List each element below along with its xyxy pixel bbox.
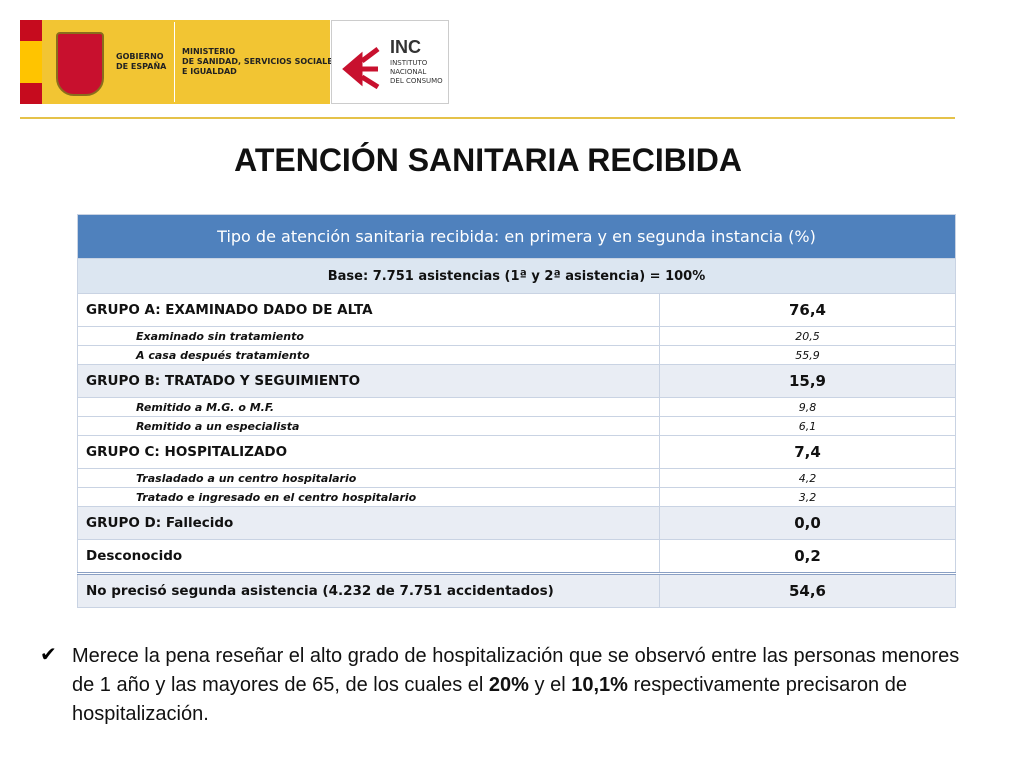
group-row: GRUPO A: EXAMINADO DADO DE ALTA 76,4: [77, 293, 956, 327]
data-table: Tipo de atención sanitaria recibida: en …: [77, 214, 956, 608]
note-bold: 10,1%: [571, 674, 628, 696]
slide-title: ATENCIÓN SANITARIA RECIBIDA: [234, 142, 742, 178]
ministry-text: MINISTERIO DE SANIDAD, SERVICIOS SOCIALES…: [182, 47, 339, 77]
government-line: GOBIERNO: [116, 52, 164, 61]
agency-name-line: NACIONAL: [390, 68, 427, 76]
footer-value: 54,6: [659, 572, 956, 608]
note-text: respectivamente precisaron de hospitaliz…: [72, 674, 907, 725]
group-row: GRUPO B: TRATADO Y SEGUIMIENTO 15,9: [77, 364, 956, 398]
government-line: DE ESPAÑA: [116, 62, 167, 71]
government-text: GOBIERNO DE ESPAÑA: [116, 52, 166, 72]
caption: Tipo de atención sanitaria recibida: en …: [77, 214, 956, 259]
item-value: 9,8: [659, 397, 956, 417]
footer-row: No precisó segunda asistencia (4.232 de …: [77, 572, 956, 608]
item-value: 55,9: [659, 345, 956, 365]
item-row: Examinado sin tratamiento 20,5: [77, 326, 956, 346]
item-label: Remitido a M.G. o M.F.: [77, 397, 660, 417]
base-row: Base: 7.751 asistencias (1ª y 2ª asisten…: [77, 258, 956, 294]
item-row: Remitido a un especialista 6,1: [77, 416, 956, 436]
item-row: A casa después tratamiento 55,9: [77, 345, 956, 365]
agency-name-line: INSTITUTO: [390, 59, 428, 67]
item-value: 3,2: [659, 487, 956, 507]
check-icon: ✔: [40, 642, 57, 666]
caption-row: Tipo de atención sanitaria recibida: en …: [77, 214, 956, 259]
agency-name: INSTITUTO NACIONAL DEL CONSUMO: [390, 59, 443, 86]
separator: [20, 117, 955, 119]
item-value: 20,5: [659, 326, 956, 346]
agency-icon: [342, 47, 380, 89]
item-value: 4,2: [659, 468, 956, 488]
group-value: 0,0: [659, 506, 956, 540]
ministry-line: DE SANIDAD, SERVICIOS SOCIALES: [182, 57, 339, 66]
logo-bar: GOBIERNO DE ESPAÑA MINISTERIO DE SANIDAD, …: [20, 20, 449, 104]
group-row: GRUPO D: Fallecido 0,0: [77, 506, 956, 540]
agency-acronym: INC: [390, 37, 421, 57]
group-label: GRUPO B: TRATADO Y SEGUIMIENTO: [77, 364, 660, 398]
divider: [174, 22, 175, 102]
item-row: Trasladado a un centro hospitalario 4,2: [77, 468, 956, 488]
note: Merece la pena reseñar el alto grado de …: [40, 642, 970, 729]
coat-of-arms: [56, 32, 104, 96]
group-row: Desconocido 0,2: [77, 539, 956, 574]
ministry-line: E IGUALDAD: [182, 67, 237, 76]
base: Base: 7.751 asistencias (1ª y 2ª asisten…: [77, 258, 956, 294]
item-row: Tratado e ingresado en el centro hospita…: [77, 487, 956, 507]
group-row: GRUPO C: HOSPITALIZADO 7,4: [77, 435, 956, 469]
flag: [20, 20, 42, 104]
group-value: 7,4: [659, 435, 956, 469]
note-bold: 20%: [488, 674, 529, 696]
group-label: Desconocido: [77, 539, 660, 574]
item-label: Examinado sin tratamiento: [77, 326, 660, 346]
ministry-line: MINISTERIO: [182, 47, 236, 56]
item-row: Remitido a M.G. o M.F. 9,8: [77, 397, 956, 417]
item-label: Trasladado a un centro hospitalario: [77, 468, 660, 488]
agency-name-line: DEL CONSUMO: [390, 77, 443, 85]
group-value: 76,4: [659, 293, 956, 327]
item-value: 6,1: [659, 416, 956, 436]
group-value: 15,9: [659, 364, 956, 398]
group-label: GRUPO A: EXAMINADO DADO DE ALTA: [77, 293, 660, 327]
group-label: GRUPO C: HOSPITALIZADO: [77, 435, 660, 469]
item-label: Tratado e ingresado en el centro hospita…: [77, 487, 660, 507]
footer-label: No precisó segunda asistencia (4.232 de …: [77, 572, 660, 608]
group-value: 0,2: [659, 539, 956, 574]
item-label: A casa después tratamiento: [77, 345, 660, 365]
note-text: y el: [528, 674, 572, 696]
item-label: Remitido a un especialista: [77, 416, 660, 436]
note-text: Merece la pena reseñar el alto grado de …: [72, 645, 960, 696]
group-label: GRUPO D: Fallecido: [77, 506, 660, 540]
agency-logo: INC INSTITUTO NACIONAL DEL CONSUMO: [331, 20, 449, 104]
